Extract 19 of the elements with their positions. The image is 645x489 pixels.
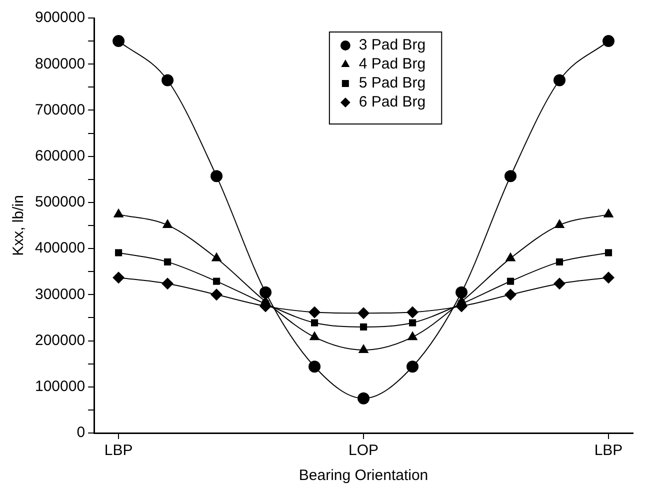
y-tick-label: 800000 <box>34 55 86 72</box>
y-tick-label: 400000 <box>34 240 86 257</box>
y-tick-label: 500000 <box>34 194 86 211</box>
y-axis-title: Kxx, lb/in <box>10 195 28 256</box>
x-tick-label: LOP <box>348 442 379 460</box>
y-tick-label: 300000 <box>34 286 86 303</box>
y-tick-label: 700000 <box>34 101 86 118</box>
y-tick-label: 0 <box>76 424 86 442</box>
legend-label: 5 Pad Brg <box>358 74 426 92</box>
legend-label: 3 Pad Brg <box>358 36 426 54</box>
x-tick-label: LBP <box>594 442 623 460</box>
y-tick-label: 900000 <box>34 9 86 26</box>
y-tick-label: 100000 <box>34 378 86 396</box>
x-tick-label: LBP <box>104 442 133 460</box>
y-tick-label: 200000 <box>34 332 86 349</box>
y-tick-label: 600000 <box>34 147 86 164</box>
x-axis-title: Bearing Orientation <box>298 467 428 484</box>
legend-label: 6 Pad Brg <box>358 94 426 111</box>
legend-label: 4 Pad Brg <box>358 56 426 73</box>
